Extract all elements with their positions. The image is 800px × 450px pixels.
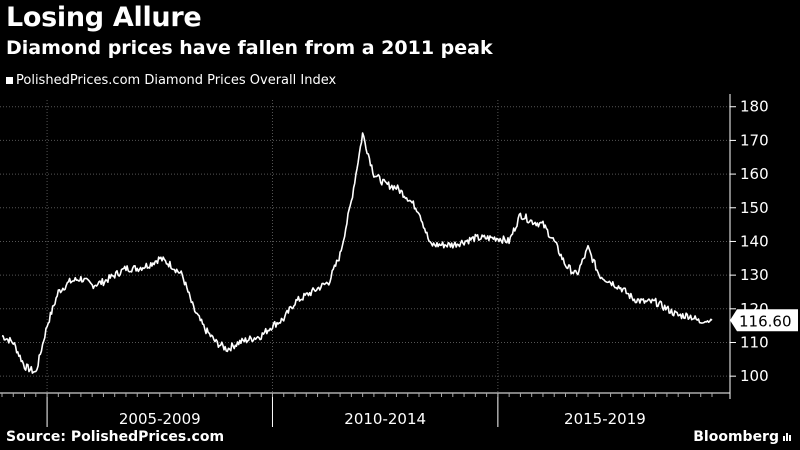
y-tick-label: 180 bbox=[740, 98, 769, 116]
y-tick-label: 100 bbox=[740, 367, 769, 385]
source-note: Source: PolishedPrices.com bbox=[6, 429, 225, 445]
y-tick-label: 160 bbox=[740, 165, 769, 183]
chart-title: Losing Allure bbox=[6, 2, 202, 33]
legend-swatch bbox=[6, 77, 13, 84]
last-value-label: 116.60 bbox=[739, 312, 792, 330]
y-tick-label: 170 bbox=[740, 131, 769, 149]
x-period-label: 2005-2009 bbox=[119, 410, 201, 428]
brand-name: Bloomberg bbox=[693, 429, 779, 445]
x-period-label: 2015-2019 bbox=[564, 410, 646, 428]
y-tick-label: 130 bbox=[740, 266, 769, 284]
chart-subtitle: Diamond prices have fallen from a 2011 p… bbox=[6, 37, 493, 59]
legend-label: PolishedPrices.com Diamond Prices Overal… bbox=[16, 73, 337, 88]
series-line bbox=[1, 132, 713, 374]
y-tick-label: 150 bbox=[740, 199, 769, 217]
legend: PolishedPrices.com Diamond Prices Overal… bbox=[6, 73, 336, 88]
last-value-box bbox=[730, 309, 798, 332]
last-value-callout: 116.60 bbox=[730, 309, 798, 332]
brand-logo: Bloomberg bbox=[693, 429, 792, 445]
y-tick-label: 110 bbox=[740, 333, 769, 351]
x-period-label: 2010-2014 bbox=[344, 410, 426, 428]
bar-chart-icon bbox=[782, 429, 792, 445]
y-tick-label: 140 bbox=[740, 232, 769, 250]
